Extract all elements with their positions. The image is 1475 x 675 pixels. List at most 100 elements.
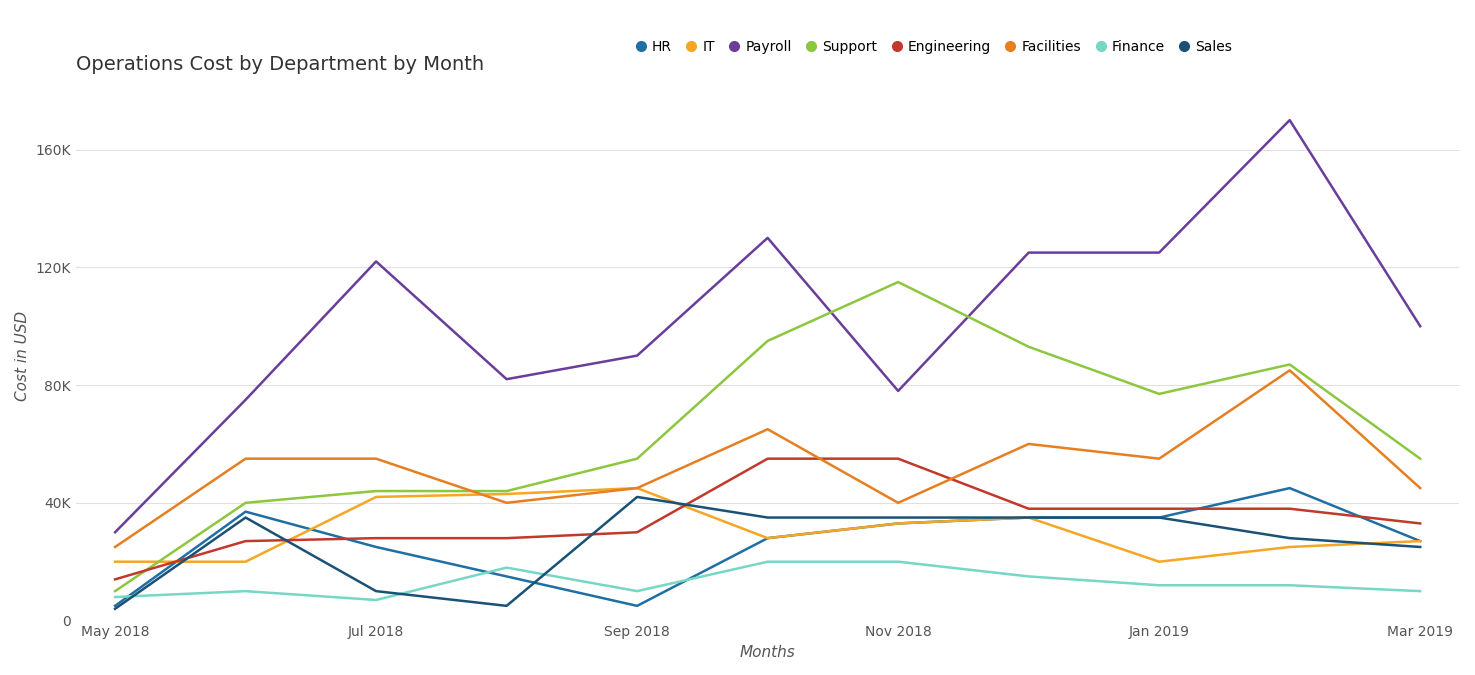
Sales — [497, 602, 515, 610]
Support — [1280, 360, 1298, 369]
Facilities — [1280, 367, 1298, 375]
Finance — [1280, 581, 1298, 589]
Facilities — [1019, 440, 1037, 448]
IT — [106, 558, 124, 566]
Payroll — [236, 396, 254, 404]
Sales — [628, 493, 646, 501]
IT — [889, 519, 907, 527]
Engineering — [1280, 505, 1298, 513]
Facilities — [1412, 484, 1429, 492]
Line: HR: HR — [115, 488, 1420, 606]
Support — [497, 487, 515, 495]
Facilities — [889, 499, 907, 507]
Facilities — [758, 425, 776, 433]
X-axis label: Months: Months — [740, 645, 795, 660]
Support — [367, 487, 385, 495]
Sales — [1019, 514, 1037, 522]
Support — [1412, 455, 1429, 463]
Support — [628, 455, 646, 463]
Support — [758, 337, 776, 345]
Payroll — [1150, 248, 1168, 256]
Sales — [1412, 543, 1429, 551]
HR — [1150, 514, 1168, 522]
HR — [497, 572, 515, 580]
HR — [758, 534, 776, 542]
Payroll — [1019, 248, 1037, 256]
Engineering — [758, 455, 776, 463]
Finance — [758, 558, 776, 566]
Support — [889, 278, 907, 286]
IT — [367, 493, 385, 501]
Facilities — [236, 455, 254, 463]
Payroll — [1280, 116, 1298, 124]
Facilities — [1150, 455, 1168, 463]
Line: Support: Support — [115, 282, 1420, 591]
Line: Sales: Sales — [115, 497, 1420, 609]
Engineering — [628, 529, 646, 537]
Finance — [889, 558, 907, 566]
Finance — [497, 564, 515, 572]
Engineering — [367, 534, 385, 542]
Finance — [1412, 587, 1429, 595]
Finance — [628, 587, 646, 595]
Sales — [106, 605, 124, 613]
Payroll — [497, 375, 515, 383]
IT — [628, 484, 646, 492]
Y-axis label: Cost in USD: Cost in USD — [15, 310, 30, 401]
Finance — [1019, 572, 1037, 580]
Sales — [236, 514, 254, 522]
Payroll — [1412, 322, 1429, 330]
Line: Payroll: Payroll — [115, 120, 1420, 533]
Support — [106, 587, 124, 595]
Engineering — [1019, 505, 1037, 513]
Sales — [1280, 534, 1298, 542]
Sales — [889, 514, 907, 522]
Facilities — [497, 499, 515, 507]
Line: Facilities: Facilities — [115, 371, 1420, 547]
Engineering — [1412, 519, 1429, 527]
IT — [1412, 537, 1429, 545]
HR — [1280, 484, 1298, 492]
Engineering — [497, 534, 515, 542]
IT — [1019, 514, 1037, 522]
Support — [236, 499, 254, 507]
Payroll — [367, 257, 385, 265]
Support — [1150, 390, 1168, 398]
Payroll — [889, 387, 907, 395]
Finance — [106, 593, 124, 601]
Support — [1019, 343, 1037, 351]
HR — [628, 602, 646, 610]
IT — [497, 490, 515, 498]
Line: Engineering: Engineering — [115, 459, 1420, 579]
HR — [1019, 514, 1037, 522]
Line: Finance: Finance — [115, 562, 1420, 600]
HR — [367, 543, 385, 551]
Legend: HR, IT, Payroll, Support, Engineering, Facilities, Finance, Sales: HR, IT, Payroll, Support, Engineering, F… — [630, 34, 1238, 59]
Text: Operations Cost by Department by Month: Operations Cost by Department by Month — [75, 55, 484, 74]
HR — [889, 519, 907, 527]
IT — [236, 558, 254, 566]
Finance — [367, 596, 385, 604]
Engineering — [1150, 505, 1168, 513]
IT — [1280, 543, 1298, 551]
Line: IT: IT — [115, 488, 1420, 562]
Payroll — [106, 529, 124, 537]
Finance — [1150, 581, 1168, 589]
HR — [1412, 537, 1429, 545]
Facilities — [106, 543, 124, 551]
HR — [106, 602, 124, 610]
Engineering — [889, 455, 907, 463]
Facilities — [367, 455, 385, 463]
HR — [236, 508, 254, 516]
Engineering — [236, 537, 254, 545]
Facilities — [628, 484, 646, 492]
Payroll — [758, 234, 776, 242]
Sales — [1150, 514, 1168, 522]
IT — [758, 534, 776, 542]
Finance — [236, 587, 254, 595]
Sales — [367, 587, 385, 595]
Engineering — [106, 575, 124, 583]
Sales — [758, 514, 776, 522]
Payroll — [628, 352, 646, 360]
IT — [1150, 558, 1168, 566]
